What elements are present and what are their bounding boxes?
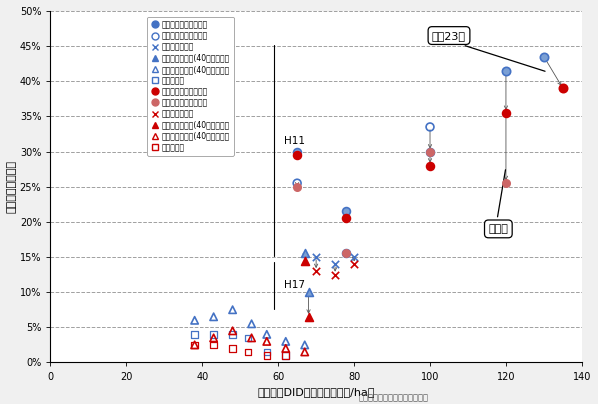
Point	[247, 335, 257, 341]
Point	[292, 152, 302, 158]
Point	[292, 148, 302, 155]
Point	[425, 162, 435, 169]
Point	[209, 335, 218, 341]
Point	[247, 320, 257, 327]
Point	[425, 124, 435, 130]
Point	[312, 254, 321, 260]
Point	[304, 289, 313, 295]
Point	[209, 314, 218, 320]
Point	[281, 352, 291, 359]
Point	[209, 331, 218, 338]
Point	[558, 85, 568, 92]
Point	[190, 331, 199, 338]
Point	[300, 250, 310, 257]
Point	[262, 338, 271, 345]
Point	[330, 261, 340, 267]
Point	[228, 328, 237, 334]
Point	[190, 317, 199, 324]
Point	[292, 183, 302, 190]
Point	[292, 180, 302, 186]
Point	[501, 180, 511, 186]
Point	[312, 268, 321, 274]
Point	[330, 271, 340, 278]
Point	[501, 109, 511, 116]
Point	[341, 208, 351, 215]
Point	[425, 148, 435, 155]
Point	[501, 67, 511, 74]
Point	[281, 352, 291, 359]
Point	[243, 349, 252, 355]
Point	[539, 53, 549, 60]
Point	[228, 345, 237, 351]
X-axis label: 市街地（DID）人口密度（人/ha）: 市街地（DID）人口密度（人/ha）	[257, 387, 375, 397]
Point	[209, 342, 218, 348]
Point	[341, 215, 351, 221]
Text: H17: H17	[284, 280, 305, 290]
Text: H11: H11	[284, 136, 305, 146]
Text: 大阪市: 大阪市	[489, 170, 508, 234]
Point	[190, 342, 199, 348]
Point	[228, 331, 237, 338]
Point	[304, 314, 313, 320]
Legend: 三大都市圏・中心都市, 三大都市圏・周辺都市, 地方中核都市圏, 地方中核都市圏(40万人以上）, 地方中核都市圏(40万人未満）, 地方都市圏, 三大都市圏・: 三大都市圏・中心都市, 三大都市圏・周辺都市, 地方中核都市圏, 地方中核都市圏…	[147, 17, 234, 156]
Y-axis label: 公共交通の利用率: 公共交通の利用率	[7, 160, 17, 213]
Point	[243, 335, 252, 341]
Point	[300, 342, 310, 348]
Point	[341, 250, 351, 257]
Point	[300, 257, 310, 264]
Point	[300, 349, 310, 355]
Point	[281, 345, 291, 351]
Point	[262, 331, 271, 338]
Point	[190, 342, 199, 348]
Text: 東京23区: 東京23区	[432, 31, 545, 71]
Point	[281, 338, 291, 345]
Point	[262, 349, 271, 355]
Point	[349, 261, 359, 267]
Point	[341, 250, 351, 257]
Point	[228, 307, 237, 313]
Point	[262, 352, 271, 359]
Point	[349, 254, 359, 260]
Point	[425, 148, 435, 155]
Text: 出典：国土交通省資料より作成: 出典：国土交通省資料より作成	[359, 393, 429, 402]
